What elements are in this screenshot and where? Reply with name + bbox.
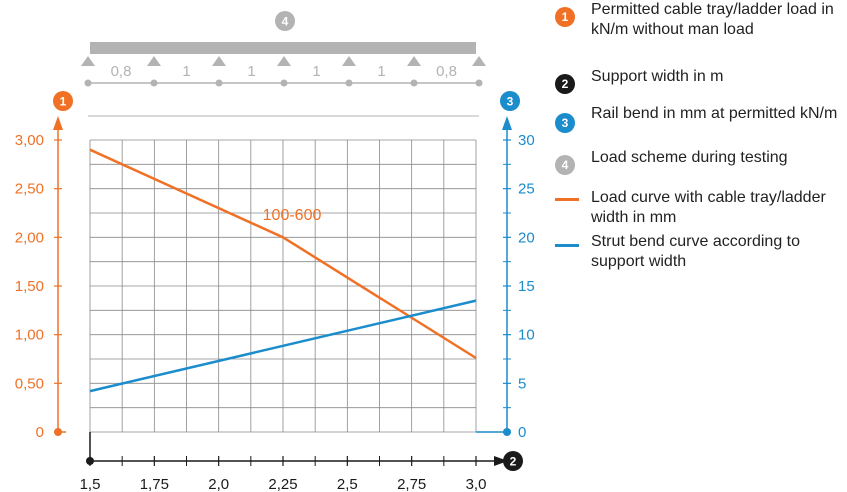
y-left-tick-label: 2,00 [15,229,44,246]
x-tick-label: 2,25 [268,476,297,492]
legend-text-load: Permitted cable tray/ladder load in kN/m… [591,1,834,38]
load-scheme-span-label: 1 [247,63,255,80]
y-left-axis-badge [53,91,73,111]
x-axis-badge [503,451,523,471]
load-scheme-support-4 [277,56,291,66]
y-right-tick-label: 20 [518,229,535,246]
y-left-tick-label: 1,50 [15,278,44,295]
chart-grid [89,139,477,433]
legend-badge-4: 4 [555,155,575,175]
series-label: 100-600 [263,207,322,224]
legend-text-support-width: Support width in m [591,68,724,85]
legend-text-load-curve: Load curve with cable tray/ladder width … [591,189,826,226]
legend-text-load-scheme: Load scheme during testing [591,149,788,166]
y-left-tick-label: 0,50 [15,375,44,392]
load-scheme-support-3 [212,56,226,66]
legend-line-orange [555,198,579,201]
y-right-axis-arrow [502,116,512,130]
legend-badge-2: 2 [555,74,575,94]
x-tick-label: 1,5 [80,476,101,492]
y-left-axis-arrow [53,116,63,130]
load-scheme-span-label: 0,8 [436,63,457,80]
y-right-tick-label: 30 [518,132,535,149]
load-scheme-support-1 [81,56,95,66]
y-right-tick-label: 5 [518,375,526,392]
chart-area: 40,8 1 1 1 1 0,8100,501,001,502,002,503,00305… [15,11,535,492]
x-tick-label: 1,75 [140,476,169,492]
y-left-axis-badge-label: 1 [60,95,67,109]
y-right-axis-badge-label: 3 [507,95,514,109]
load-scheme-badge [275,11,295,31]
y-left-tick-label: 1,00 [15,327,44,344]
y-left-tick-label: 2,50 [15,181,44,198]
x-tick-label: 2,75 [397,476,426,492]
load-scheme-span-label: 1 [377,63,385,80]
x-axis-arrow [494,456,508,466]
y-left-tick-label: 0 [36,424,44,441]
load-scheme-support-5 [342,56,356,66]
load-scheme-support-2 [147,56,161,66]
x-axis-badge-label: 2 [510,455,517,469]
load-scheme-support-7 [472,56,486,66]
y-right-tick-label: 15 [518,278,535,295]
legend-text-strut-bend: Strut bend curve according to support wi… [591,233,801,270]
legend-line-blue [555,244,579,247]
y-left-tick-label: 3,00 [15,132,44,149]
x-tick-label: 2,0 [208,476,229,492]
y-right-tick-label: 25 [518,181,535,198]
y-right-tick-label: 0 [518,424,526,441]
x-tick-label: 2,5 [337,476,358,492]
load-scheme-support-6 [407,56,421,66]
legend-badge-3: 3 [555,113,575,133]
load-scheme-badge-label: 4 [282,15,289,29]
y-right-axis-badge [500,91,520,111]
series-line-strut-bend [89,299,477,393]
load-scheme-span-label: 1 [182,63,190,80]
y-right-tick-label: 10 [518,327,535,344]
x-tick-label: 3,0 [466,476,487,492]
series-line-load [89,148,477,360]
load-scheme-beam [90,42,476,54]
legend-text-rail-bend: Rail bend in mm at permitted kN/m [591,105,838,122]
load-scheme-span-label: 0,8 [111,63,132,80]
load-scheme-span-label: 1 [312,63,320,80]
legend-badge-1: 1 [555,7,575,27]
